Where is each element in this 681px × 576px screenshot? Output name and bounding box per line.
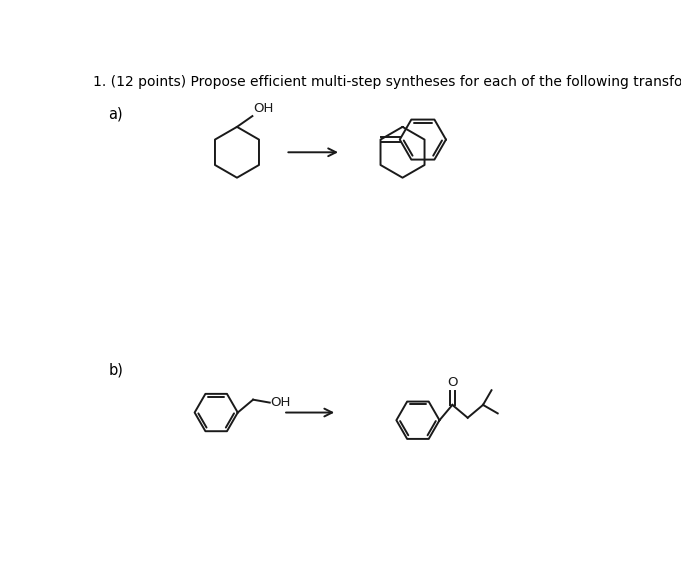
Text: b): b) — [108, 362, 123, 377]
Text: OH: OH — [253, 103, 274, 115]
Text: a): a) — [108, 106, 123, 121]
Text: O: O — [447, 376, 458, 389]
Text: OH: OH — [270, 396, 291, 409]
Text: 1. (12 points) Propose efficient multi-step syntheses for each of the following : 1. (12 points) Propose efficient multi-s… — [93, 75, 681, 89]
